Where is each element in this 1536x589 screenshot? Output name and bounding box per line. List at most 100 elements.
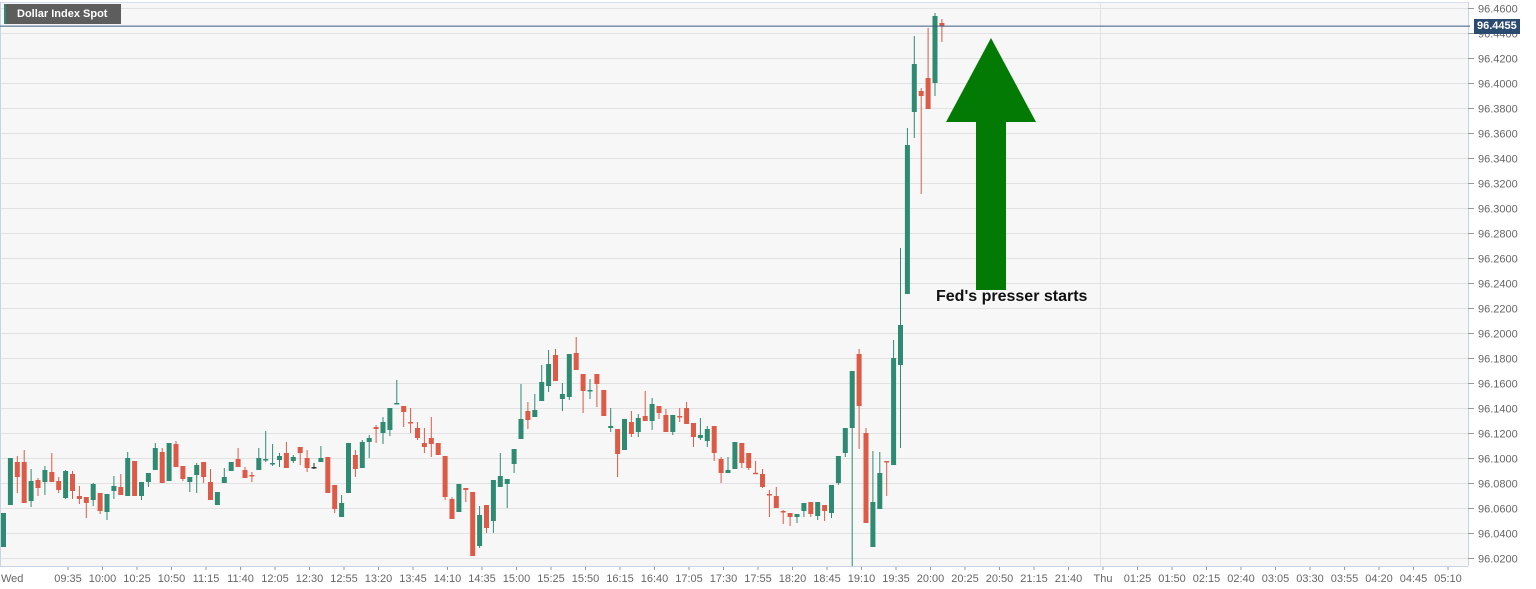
candle-body: [463, 488, 469, 490]
candle: [235, 448, 241, 467]
candle-body: [856, 354, 862, 406]
x-tick-label: 15:25: [537, 573, 565, 585]
candle: [228, 462, 234, 471]
candle-body: [35, 480, 41, 488]
candle: [553, 349, 558, 381]
candle-body: [180, 466, 186, 479]
candle: [387, 408, 393, 436]
x-tick-label: 04:20: [1365, 573, 1393, 585]
candle-body: [822, 505, 828, 511]
x-tick-label: 10:00: [89, 573, 117, 585]
x-tick-label: 03:05: [1262, 573, 1290, 585]
candle: [97, 493, 103, 514]
candle: [760, 469, 765, 488]
x-tick-label: Wed: [1, 573, 23, 585]
candle-body: [408, 422, 414, 424]
candle: [856, 349, 862, 449]
candle: [532, 394, 538, 417]
candle-body: [801, 503, 807, 511]
x-tick-label: 12:55: [330, 573, 358, 585]
candle-body: [152, 448, 158, 470]
candle: [408, 408, 414, 433]
x-tick-label: 03:55: [1331, 573, 1359, 585]
last-price-badge: 96.4455: [1474, 18, 1520, 34]
x-tick-label: 19:35: [882, 573, 910, 585]
candle-body: [794, 514, 800, 517]
candle: [704, 426, 710, 447]
candle: [684, 402, 690, 424]
candle-body: [111, 486, 117, 491]
candle-body: [125, 458, 131, 496]
candle: [628, 411, 634, 437]
candle: [870, 451, 876, 547]
candle: [670, 415, 676, 435]
x-tick-label: 15:00: [503, 573, 531, 585]
candle: [180, 466, 186, 481]
candle-body: [118, 487, 124, 495]
y-tick-label: 96.2600: [1478, 254, 1518, 266]
candle: [587, 379, 593, 399]
candle: [318, 446, 324, 462]
candle-body: [235, 459, 241, 467]
candle-body: [415, 428, 420, 438]
candle-body: [332, 485, 338, 509]
candle: [822, 505, 828, 521]
x-tick-label: 15:50: [572, 573, 600, 585]
candle: [435, 443, 441, 455]
candle: [663, 409, 669, 432]
candle: [835, 456, 841, 485]
candle: [815, 502, 821, 520]
y-tick-label: 96.2800: [1478, 229, 1518, 241]
candle-body: [849, 371, 855, 428]
candle: [939, 19, 945, 42]
candle: [83, 497, 89, 518]
candle: [42, 466, 48, 495]
candle: [145, 473, 151, 487]
candle: [21, 450, 27, 503]
y-tick-label: 96.0600: [1478, 504, 1518, 516]
candle: [622, 419, 627, 450]
y-tick-label: 96.2200: [1478, 304, 1518, 316]
candle: [518, 384, 524, 439]
candle: [559, 383, 565, 411]
x-tick-label: 11:40: [227, 573, 254, 585]
candle: [173, 441, 179, 467]
x-tick-label: 20:50: [986, 573, 1014, 585]
candle-body: [221, 477, 227, 483]
candle: [635, 414, 641, 437]
candle-body: [704, 429, 710, 441]
candle-body: [304, 458, 310, 468]
candle-body: [656, 406, 662, 413]
candle-body: [104, 494, 110, 512]
y-tick-label: 96.3600: [1478, 129, 1518, 141]
y-tick-label: 96.3000: [1478, 204, 1518, 216]
x-tick-label: 12:30: [296, 573, 324, 585]
candle: [208, 469, 213, 500]
candle: [7, 458, 13, 505]
candle-body: [159, 452, 165, 483]
candle-body: [49, 472, 55, 482]
y-tick-label: 96.0200: [1478, 554, 1518, 566]
candle-body: [277, 456, 282, 460]
candle-body: [649, 404, 655, 421]
candle: [615, 429, 621, 477]
candle: [794, 514, 800, 523]
candle: [504, 479, 510, 508]
candle-body: [270, 463, 276, 465]
candle: [373, 425, 379, 443]
candle-body: [932, 16, 938, 83]
x-tick-label: 16:15: [606, 573, 634, 585]
candle: [546, 350, 552, 392]
candle: [311, 463, 317, 469]
candle-body: [442, 456, 448, 497]
candle-body: [566, 354, 572, 397]
candle: [201, 462, 207, 483]
candle: [842, 428, 848, 457]
candle: [290, 455, 296, 463]
y-tick-label: 96.3800: [1478, 104, 1518, 116]
candle: [877, 452, 883, 509]
candle: [566, 354, 572, 400]
candle: [829, 485, 834, 518]
candle: [249, 472, 255, 482]
candle-body: [201, 462, 207, 477]
